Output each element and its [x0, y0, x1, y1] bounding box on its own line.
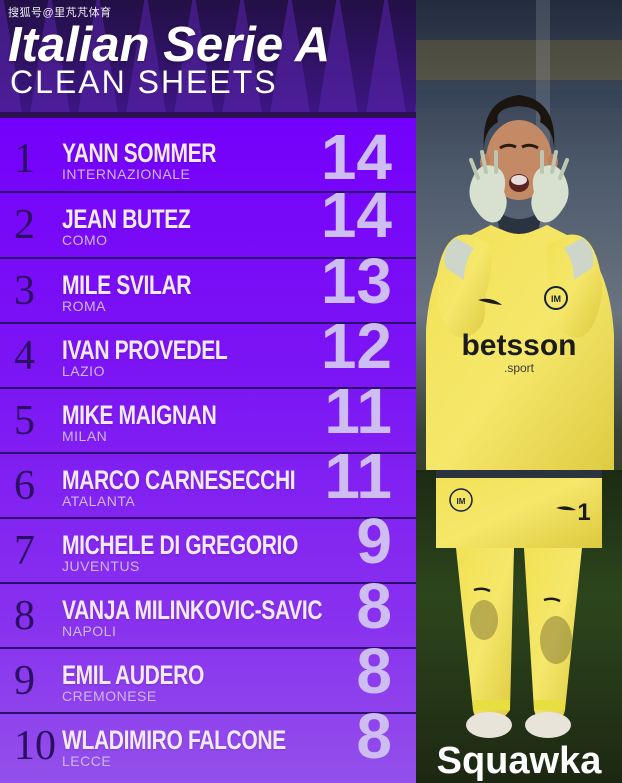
svg-text:IM: IM: [551, 294, 561, 304]
svg-text:.sport: .sport: [504, 361, 535, 375]
svg-text:1: 1: [577, 499, 590, 526]
svg-text:IM: IM: [457, 497, 466, 506]
svg-text:betsson: betsson: [461, 329, 576, 362]
svg-text:Squawka: Squawka: [437, 740, 603, 782]
